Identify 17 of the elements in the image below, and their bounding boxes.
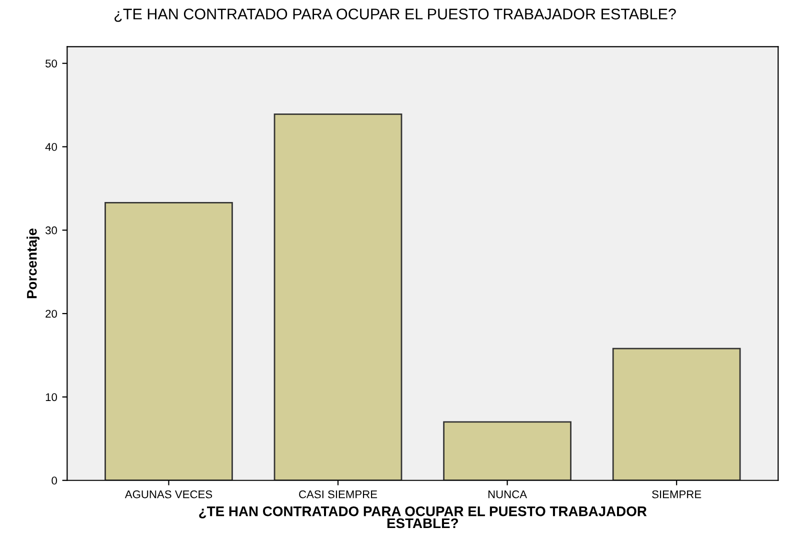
bar (104, 202, 233, 480)
x-tick-label: NUNCA (488, 490, 528, 498)
x-tick-label: SIEMPRE (652, 490, 702, 498)
x-tick-label: CASI SIEMPRE (299, 490, 378, 498)
bar (274, 114, 402, 480)
bar (612, 348, 741, 480)
x-axis-title: ¿TE HAN CONTRATADO PARA OCUPAR EL PUESTO TRABAJADOR ESTABLE? (199, 506, 647, 528)
y-tick-label: 50 (46, 60, 57, 68)
x-tick-label: AGUNAS VECES (124, 490, 212, 498)
y-tick-label: 10 (46, 393, 57, 402)
y-tick-label: 0 (52, 476, 57, 485)
y-tick-label: 40 (45, 143, 57, 151)
y-tick-label: 20 (46, 310, 57, 318)
y-axis-title: Porcentaje (26, 228, 40, 298)
bar (443, 421, 572, 480)
chart-title: ¿TE HAN CONTRATADO PARA OCUPAR EL PUESTO TRABAJADOR ESTABLE? (114, 8, 676, 22)
y-tick-label: 30 (45, 226, 57, 234)
